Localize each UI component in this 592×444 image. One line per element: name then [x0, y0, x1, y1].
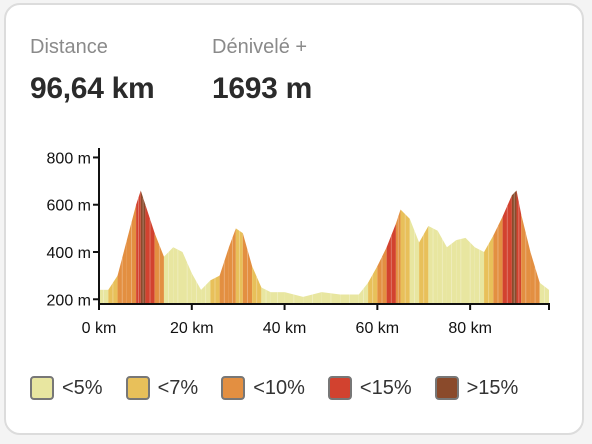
- profile-segment: [474, 247, 485, 304]
- profile-segment: [521, 214, 531, 304]
- legend-item: >15%: [434, 376, 519, 400]
- profile-bars: [99, 190, 549, 304]
- y-tick-label: 600 m: [47, 198, 91, 215]
- legend-swatch: [434, 376, 459, 400]
- profile-segment: [419, 226, 429, 304]
- grade-legend: <5% <7% <10% <15% >15%: [30, 376, 541, 400]
- legend-swatch: [221, 376, 246, 400]
- profile-segment: [99, 289, 109, 304]
- x-tick-label: 60 km: [356, 320, 400, 337]
- elevation-gain-value: 1693 m: [212, 72, 312, 105]
- elevation-gain-label: Dénivelé +: [212, 36, 308, 58]
- profile-segment: [228, 228, 236, 304]
- profile-segment: [145, 204, 155, 304]
- profile-segment: [154, 233, 164, 304]
- y-tick-label: 200 m: [47, 292, 91, 309]
- profile-segment: [108, 275, 118, 304]
- profile-segment: [539, 282, 549, 304]
- legend-label: <7%: [157, 376, 199, 399]
- profile-segment: [201, 280, 211, 304]
- profile-segment: [395, 209, 401, 304]
- profile-segment: [284, 292, 304, 304]
- elevation-gain-stat: Dénivelé + 1693 m: [212, 34, 312, 108]
- profile-segment: [386, 223, 396, 304]
- y-tick-label: 400 m: [47, 245, 91, 262]
- profile-segment: [511, 190, 517, 304]
- x-tick-label: 20 km: [170, 320, 214, 337]
- profile-segment: [321, 292, 341, 304]
- legend-item: <10%: [221, 376, 305, 400]
- profile-segment: [140, 190, 146, 304]
- profile-segment: [173, 247, 183, 304]
- profile-segment: [368, 266, 378, 304]
- profile-segment: [210, 275, 220, 304]
- legend-item: <5%: [30, 376, 103, 400]
- profile-segment: [340, 294, 359, 304]
- profile-segment: [400, 209, 410, 304]
- profile-segment: [252, 266, 262, 304]
- legend-label: <5%: [62, 376, 103, 399]
- profile-segment: [270, 292, 285, 304]
- distance-value: 96,64 km: [30, 72, 155, 105]
- profile-segment: [516, 190, 522, 304]
- profile-segment: [409, 218, 420, 304]
- x-tick-label: 0 km: [82, 320, 117, 337]
- profile-segment: [456, 237, 466, 304]
- x-tick-label: 80 km: [448, 320, 492, 337]
- legend-label: >15%: [466, 376, 519, 399]
- y-tick-label: 800 m: [47, 150, 91, 167]
- profile-segment: [446, 240, 457, 304]
- distance-stat: Distance 96,64 km: [30, 34, 155, 108]
- elevation-profile-chart[interactable]: 200 m 400 m 600 m 800 m 0 km 20 km 40 km 60 km 8…: [0, 0, 592, 370]
- profile-segment: [303, 292, 322, 304]
- legend-swatch: [30, 376, 54, 400]
- distance-label: Distance: [30, 36, 108, 58]
- profile-segment: [358, 282, 369, 304]
- profile-segment: [163, 247, 174, 304]
- profile-segment: [484, 235, 494, 304]
- profile-segment: [191, 273, 202, 304]
- chart-axes: 200 m 400 m 600 m 800 m 0 km 20 km 40 km 60 km 8…: [47, 148, 550, 337]
- legend-item: <15%: [327, 376, 412, 400]
- legend-swatch: [327, 376, 352, 400]
- profile-segment: [428, 226, 438, 304]
- profile-segment: [126, 204, 137, 304]
- profile-segment: [465, 237, 475, 304]
- profile-segment: [261, 287, 271, 304]
- profile-segment: [117, 240, 127, 304]
- x-tick-label: 40 km: [263, 320, 307, 337]
- legend-label: <10%: [253, 376, 305, 399]
- profile-segment: [502, 195, 512, 304]
- profile-segment: [235, 228, 243, 304]
- profile-segment: [530, 252, 540, 304]
- profile-segment: [377, 247, 387, 304]
- legend-swatch: [125, 376, 150, 400]
- legend-label: <15%: [359, 376, 412, 399]
- profile-segment: [242, 233, 253, 304]
- profile-segment: [182, 252, 192, 304]
- profile-segment: [136, 190, 141, 304]
- profile-segment: [437, 230, 447, 304]
- elevation-card: [4, 3, 584, 435]
- legend-item: <7%: [125, 376, 199, 400]
- profile-segment: [493, 216, 503, 304]
- profile-segment: [219, 247, 229, 304]
